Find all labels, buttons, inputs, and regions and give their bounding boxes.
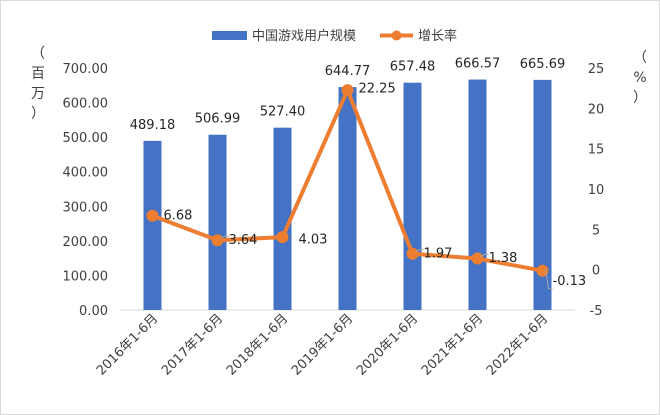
left-axis-title-char: ） — [31, 106, 45, 122]
line-value-label: 6.68 — [164, 208, 193, 223]
line-value-label: 3.64 — [229, 233, 258, 248]
line-value-label: 22.25 — [359, 82, 396, 97]
right-axis-tick-label: 20 — [588, 102, 605, 117]
growth-point — [146, 209, 159, 222]
right-axis-tick-label: 0 — [592, 264, 600, 279]
bar — [468, 79, 487, 311]
category-label: 2017年1-6月 — [159, 311, 226, 378]
category-label: 2019年1-6月 — [289, 311, 356, 378]
bar — [143, 140, 162, 310]
left-axis-title-char: 百 — [31, 66, 45, 82]
growth-point — [406, 247, 419, 260]
bar — [208, 134, 227, 310]
line-value-label: -0.13 — [553, 274, 587, 289]
legend-bar-swatch — [212, 31, 247, 40]
right-axis-title-char: （ — [633, 50, 647, 66]
bar-value-label: 657.48 — [390, 60, 436, 75]
bar — [403, 82, 422, 310]
line-label-leader — [220, 235, 229, 239]
legend-line-marker — [391, 30, 402, 41]
right-axis-tick-label: 5 — [592, 223, 600, 238]
category-label: 2020年1-6月 — [354, 311, 421, 378]
right-axis-title: （% ） — [633, 50, 647, 106]
right-axis-tick-label: 25 — [588, 62, 605, 77]
left-axis-tick-label: 500.00 — [63, 131, 109, 146]
left-axis-tick-label: 200.00 — [63, 235, 109, 250]
left-axis-tick-label: 600.00 — [63, 97, 109, 112]
legend-line-label: 增长率 — [418, 28, 457, 44]
bar-value-label: 665.69 — [520, 57, 566, 72]
left-axis-tick-label: 0.00 — [79, 304, 108, 319]
bar-data-labels: 489.18 506.99 527.40 644.77 657.48 666.57 665.… — [130, 57, 566, 133]
left-axis-title: （ 百万 ） — [31, 46, 45, 122]
line-value-label: 4.03 — [299, 233, 328, 248]
right-axis-tick-label: 15 — [588, 143, 605, 158]
line-label-leader — [545, 268, 553, 290]
bar-value-label: 644.77 — [325, 64, 371, 79]
right-axis-title-char: % — [633, 70, 646, 86]
right-axis-title-char: ） — [633, 90, 647, 106]
left-axis-tick-label: 100.00 — [63, 269, 109, 284]
growth-point — [211, 234, 224, 247]
bar-value-label: 489.18 — [130, 118, 176, 133]
line-series — [146, 84, 549, 277]
right-axis-tick-label: 10 — [588, 183, 605, 198]
left-axis-tick-label: 300.00 — [63, 200, 109, 215]
bar-value-label: 527.40 — [260, 105, 306, 120]
growth-point — [536, 264, 549, 277]
bar-series — [143, 79, 552, 311]
left-axis-ticks: 0.00 100.00 200.00 300.00 400.00 500.00 600.00… — [63, 62, 109, 319]
legend: 中国游戏用户规模 增长率 — [212, 28, 457, 44]
bar — [533, 79, 552, 311]
category-label: 2016年1-6月 — [94, 311, 161, 378]
right-axis-tick-label: -5 — [590, 304, 603, 319]
category-label: 2018年1-6月 — [224, 311, 291, 378]
left-axis-tick-label: 700.00 — [63, 62, 109, 77]
growth-point — [341, 84, 354, 97]
bar-value-label: 506.99 — [195, 112, 241, 127]
line-label-leader — [480, 254, 489, 257]
category-labels: 2016年1-6月2017年1-6月2018年1-6月2019年1-6月2020… — [94, 311, 551, 378]
left-axis-title-char: 万 — [31, 86, 45, 102]
left-axis-tick-label: 400.00 — [63, 166, 109, 181]
left-axis-title-char: （ — [31, 46, 45, 62]
bar-value-label: 666.57 — [455, 57, 501, 72]
line-value-label: 1.38 — [489, 251, 518, 266]
bar — [273, 127, 292, 310]
right-axis-ticks: -5 0 5 10 15 20 25 — [588, 62, 605, 319]
line-value-label: 1.97 — [424, 246, 453, 261]
line-label-leader — [415, 249, 424, 253]
growth-point — [471, 252, 484, 265]
category-label: 2021年1-6月 — [419, 311, 486, 378]
category-label: 2022年1-6月 — [484, 311, 551, 378]
bar — [338, 87, 357, 310]
legend-bar-label: 中国游戏用户规模 — [252, 28, 356, 44]
line-data-labels: 6.68 3.64 4.03 22.25 1.97 1.38 -0.13 — [164, 82, 587, 290]
growth-point — [276, 231, 289, 244]
